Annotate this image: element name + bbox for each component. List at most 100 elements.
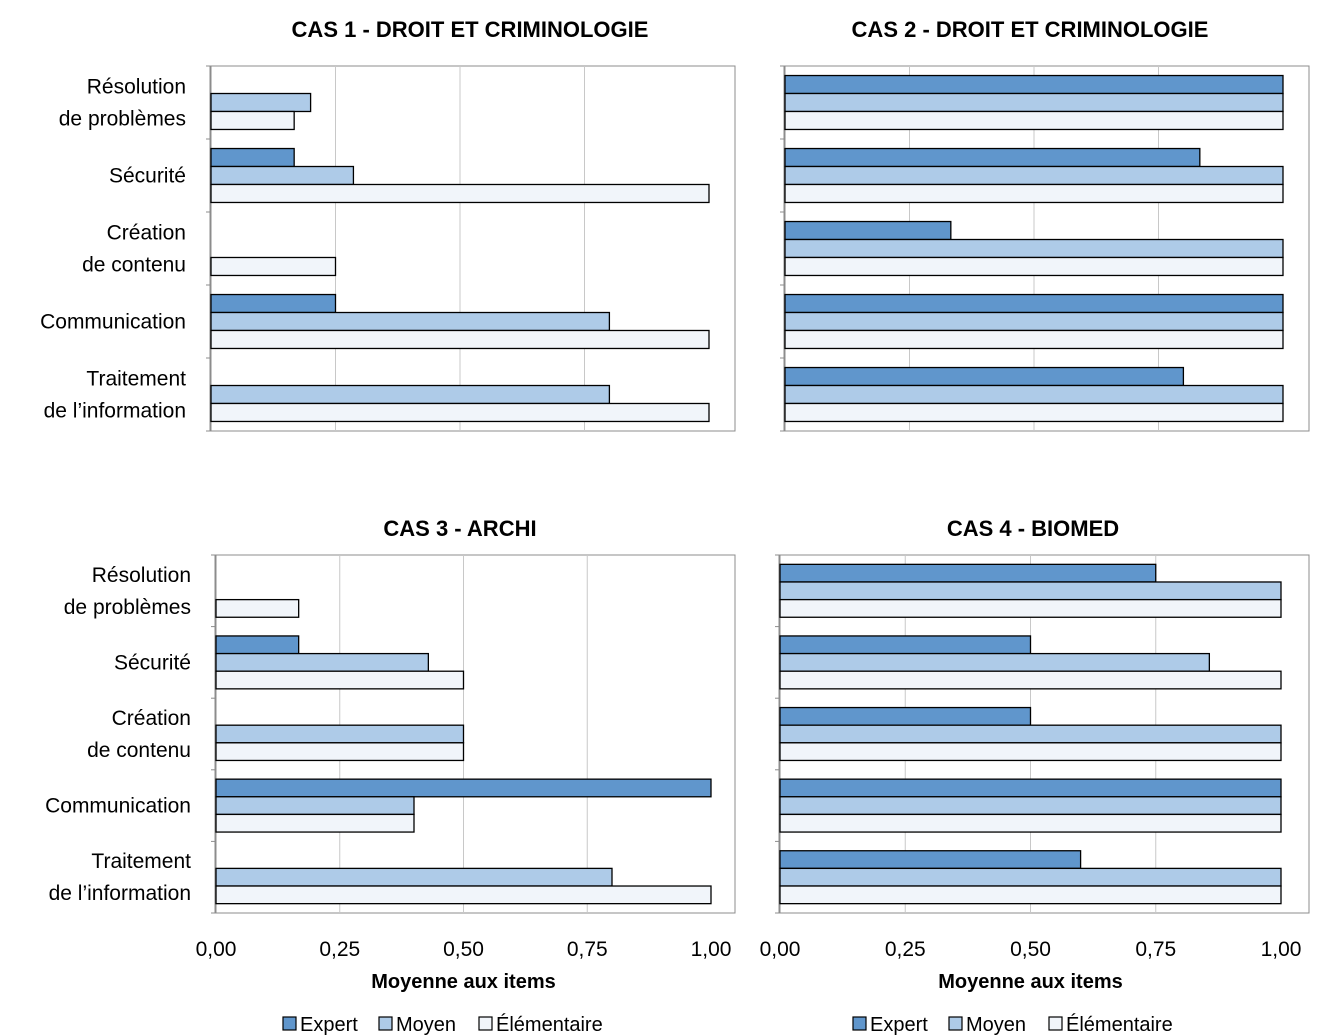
bar-elementaire xyxy=(779,598,1282,618)
x-axis-title: Moyenne aux items xyxy=(938,971,1123,993)
bar-elementaire xyxy=(210,256,337,277)
chart-title: CAS 1 - DROIT ET CRIMINOLOGIE xyxy=(292,17,649,42)
bar-moyen xyxy=(784,311,1284,332)
bar-moyen xyxy=(210,384,611,405)
x-axis-title: Moyenne aux items xyxy=(371,971,556,993)
bar-expert xyxy=(779,850,1082,870)
bar-elementaire xyxy=(779,885,1282,905)
category-label: Création xyxy=(107,222,186,245)
category-label: Traitement xyxy=(86,368,186,391)
bar-elementaire xyxy=(210,183,710,204)
legend-swatch-elementaire xyxy=(1048,1016,1063,1031)
bar-elementaire xyxy=(210,402,710,423)
bar-moyen xyxy=(210,165,355,186)
bar-elementaire xyxy=(210,110,295,131)
legend-label-moyen: Moyen xyxy=(396,1014,456,1036)
legend-label-elementaire: Élémentaire xyxy=(496,1013,603,1036)
bar-moyen xyxy=(210,92,312,113)
category-label: Sécurité xyxy=(114,651,191,674)
bar-moyen xyxy=(215,796,415,816)
bar-expert xyxy=(784,220,952,241)
bar-expert xyxy=(210,293,337,314)
bar-expert xyxy=(779,635,1032,655)
category-label: Création xyxy=(112,707,191,730)
category-label: Résolution xyxy=(87,76,186,99)
category-label: de problèmes xyxy=(59,108,186,131)
bar-expert xyxy=(210,147,295,168)
bar-moyen xyxy=(784,92,1284,113)
bar-elementaire xyxy=(779,742,1282,762)
chart-title: CAS 2 - DROIT ET CRIMINOLOGIE xyxy=(852,17,1209,42)
bar-moyen xyxy=(215,724,465,744)
bar-moyen xyxy=(779,581,1282,601)
x-tick-label: 0,25 xyxy=(319,938,360,961)
category-label: Traitement xyxy=(91,850,191,873)
bar-expert xyxy=(779,706,1032,726)
category-label: de l’information xyxy=(49,882,191,905)
bar-expert xyxy=(215,778,712,798)
legend-label-elementaire: Élémentaire xyxy=(1066,1013,1173,1036)
legend: Expert Moyen Élémentaire xyxy=(282,1013,603,1036)
bar-moyen xyxy=(215,867,613,887)
bar-moyen xyxy=(779,796,1282,816)
legend-label-expert: Expert xyxy=(300,1014,358,1036)
category-label: Résolution xyxy=(92,564,191,587)
x-tick-label: 0,00 xyxy=(196,938,237,961)
bar-elementaire xyxy=(210,329,710,350)
bar-elementaire xyxy=(784,183,1284,204)
legend-label-expert: Expert xyxy=(870,1014,928,1036)
category-label: Sécurité xyxy=(109,165,186,188)
bar-expert xyxy=(784,366,1185,387)
bar-expert xyxy=(784,293,1284,314)
bar-moyen xyxy=(779,652,1211,672)
x-tick-label: 0,75 xyxy=(567,938,608,961)
bar-elementaire xyxy=(784,402,1284,423)
chart-panel-4: CAS 4 - BIOMED 0,00 0,25 0,50 0,75 1,00 Moyenn… xyxy=(760,516,1310,1036)
bar-moyen xyxy=(784,165,1284,186)
legend: Expert Moyen Élémentaire xyxy=(852,1013,1173,1036)
bar-moyen xyxy=(779,724,1282,744)
x-tick-label: 0,00 xyxy=(760,938,801,961)
bar-elementaire xyxy=(784,256,1284,277)
bar-elementaire xyxy=(215,742,465,762)
x-tick-label: 0,50 xyxy=(443,938,484,961)
bar-elementaire xyxy=(779,670,1282,690)
chart-panel-2: CAS 2 - DROIT ET CRIMINOLOGIE xyxy=(780,17,1310,432)
category-label: de contenu xyxy=(82,254,186,277)
legend-label-moyen: Moyen xyxy=(966,1014,1026,1036)
legend-swatch-expert xyxy=(852,1016,867,1031)
legend-swatch-elementaire xyxy=(478,1016,493,1031)
chart-panel-3: CAS 3 - ARCHI Résolution de problèmes Sécur… xyxy=(45,516,736,1036)
bar-elementaire xyxy=(215,598,300,618)
bar-expert xyxy=(784,147,1201,168)
bar-moyen xyxy=(784,238,1284,259)
bar-moyen xyxy=(779,867,1282,887)
bar-elementaire xyxy=(784,329,1284,350)
plot-area xyxy=(209,65,736,432)
bar-moyen xyxy=(215,652,430,672)
x-tick-label: 0,25 xyxy=(885,938,926,961)
bar-elementaire xyxy=(215,885,712,905)
bar-elementaire xyxy=(779,813,1282,833)
chart-panel-1: CAS 1 - DROIT ET CRIMINOLOGIE Résolution d… xyxy=(40,17,736,432)
x-tick-label: 0,75 xyxy=(1135,938,1176,961)
category-label: Communication xyxy=(45,795,191,818)
bar-elementaire xyxy=(215,813,415,833)
bar-moyen xyxy=(210,311,611,332)
category-label: de l’information xyxy=(44,400,186,423)
chart-title: CAS 3 - ARCHI xyxy=(383,516,536,541)
x-tick-label: 1,00 xyxy=(691,938,732,961)
bar-elementaire xyxy=(215,670,465,690)
category-label: de problèmes xyxy=(64,596,191,619)
bar-moyen xyxy=(784,384,1284,405)
category-label: de contenu xyxy=(87,739,191,762)
category-label: Communication xyxy=(40,311,186,334)
bar-expert xyxy=(784,74,1284,95)
bar-expert xyxy=(779,778,1282,798)
legend-swatch-moyen xyxy=(948,1016,963,1031)
x-tick-label: 1,00 xyxy=(1261,938,1302,961)
x-tick-label: 0,50 xyxy=(1010,938,1051,961)
chart-title: CAS 4 - BIOMED xyxy=(947,516,1119,541)
bar-elementaire xyxy=(784,110,1284,131)
